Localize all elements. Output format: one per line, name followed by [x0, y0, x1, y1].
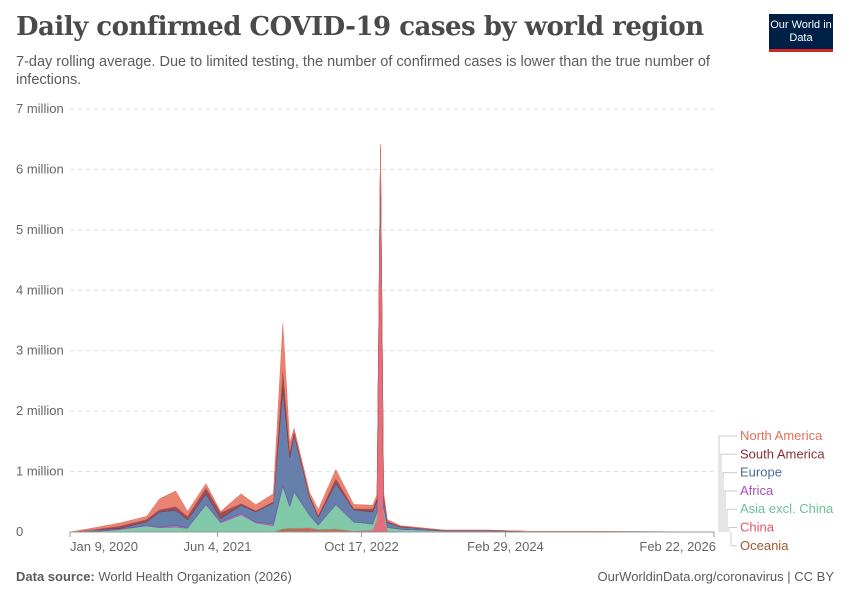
legend-connector — [720, 453, 737, 532]
area-asia-excl-china — [69, 161, 715, 533]
legend-item-north-america[interactable]: North America — [740, 428, 823, 443]
area-south-america — [69, 148, 715, 533]
x-tick-label: Feb 29, 2024 — [467, 539, 544, 554]
legend-item-oceania[interactable]: Oceania — [740, 538, 789, 553]
x-tick-label: Feb 22, 2026 — [639, 539, 716, 554]
legend-item-asia-excl-china[interactable]: Asia excl. China — [740, 501, 834, 516]
footer-link[interactable]: OurWorldinData.org/coronavirus | CC BY — [597, 569, 834, 584]
legend-connector — [730, 532, 737, 547]
y-tick-label: 7 million — [16, 101, 64, 116]
legend-connector — [724, 490, 737, 532]
owid-logo[interactable]: Our World in Data — [769, 14, 833, 52]
chart-subtitle: 7-day rolling average. Due to limited te… — [16, 54, 710, 88]
legend-connector — [722, 472, 737, 532]
legend-item-africa[interactable]: Africa — [740, 483, 774, 498]
y-tick-label: 1 million — [16, 464, 64, 479]
legend-connector — [726, 508, 737, 532]
legend-item-china[interactable]: China — [740, 520, 775, 535]
legend-item-europe[interactable]: Europe — [740, 465, 782, 480]
chart-title: Daily confirmed COVID-19 cases by world … — [16, 12, 704, 42]
area-europe — [69, 151, 715, 533]
y-tick-label: 4 million — [16, 282, 64, 297]
x-tick-label: Jan 9, 2020 — [70, 539, 138, 554]
source-text[interactable]: World Health Organization (2026) — [98, 569, 292, 584]
data-source: Data source: World Health Organization (… — [16, 569, 292, 584]
x-tick-label: Jun 4, 2021 — [183, 539, 251, 554]
legend-connector — [728, 527, 737, 532]
y-tick-label: 2 million — [16, 403, 64, 418]
x-tick-label: Oct 17, 2022 — [324, 539, 398, 554]
legend-item-south-america[interactable]: South America — [740, 446, 825, 461]
y-tick-label: 5 million — [16, 222, 64, 237]
area-africa — [69, 161, 715, 533]
y-tick-label: 3 million — [16, 343, 64, 358]
area-north-america — [69, 144, 715, 533]
y-tick-label: 6 million — [16, 161, 64, 176]
y-tick-label: 0 — [16, 524, 23, 539]
source-label: Data source: — [16, 569, 95, 584]
legend-connector — [718, 435, 737, 532]
